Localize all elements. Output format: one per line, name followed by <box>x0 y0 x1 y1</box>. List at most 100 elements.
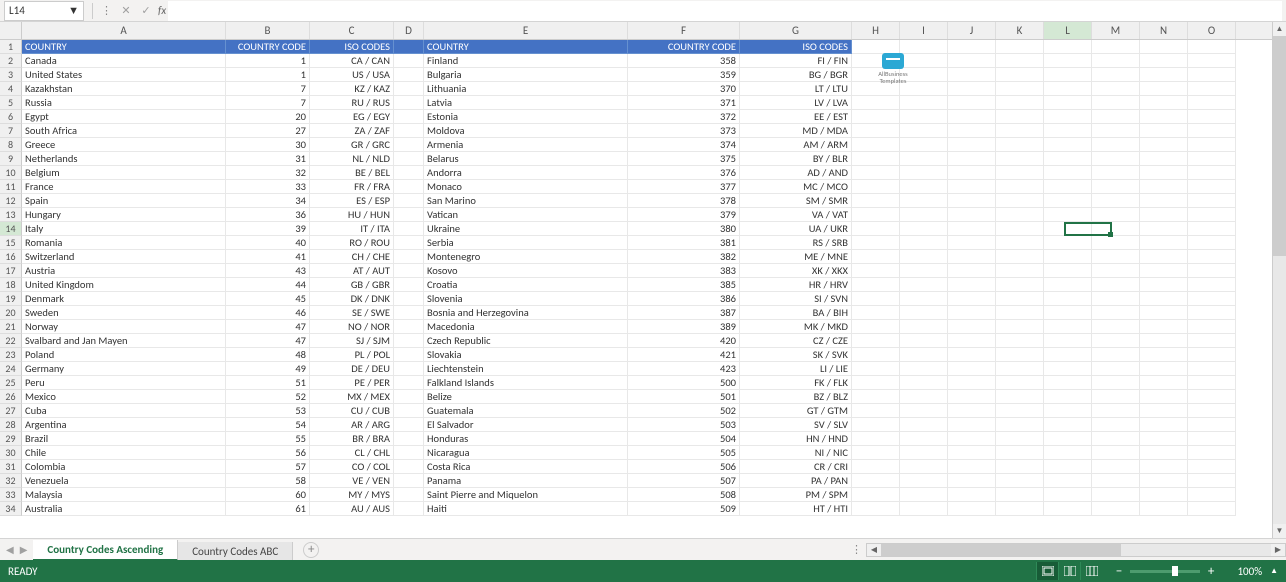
cell[interactable] <box>1044 222 1092 236</box>
cell[interactable] <box>394 96 424 110</box>
cell-country[interactable]: Honduras <box>424 432 628 446</box>
cell[interactable] <box>900 264 948 278</box>
cell[interactable] <box>996 54 1044 68</box>
cell[interactable] <box>996 390 1044 404</box>
cell-country-code[interactable]: 33 <box>226 180 310 194</box>
cell[interactable] <box>394 404 424 418</box>
cell[interactable] <box>996 236 1044 250</box>
cell[interactable] <box>1092 502 1140 516</box>
cell[interactable] <box>1188 390 1236 404</box>
cell[interactable] <box>1092 320 1140 334</box>
cell-iso-code[interactable]: GB / GBR <box>310 278 394 292</box>
cell[interactable] <box>1140 40 1188 54</box>
cell[interactable] <box>1044 348 1092 362</box>
cell[interactable] <box>900 446 948 460</box>
cell-country[interactable]: Vatican <box>424 208 628 222</box>
cell[interactable] <box>394 446 424 460</box>
cell-country-code[interactable]: 387 <box>628 306 740 320</box>
cell[interactable] <box>996 138 1044 152</box>
column-header[interactable]: G <box>740 22 852 39</box>
cell[interactable] <box>1044 432 1092 446</box>
cell[interactable] <box>852 306 900 320</box>
cell-country[interactable]: Poland <box>22 348 226 362</box>
column-header[interactable]: B <box>226 22 310 39</box>
cell-country-code[interactable]: 383 <box>628 264 740 278</box>
cell[interactable] <box>1044 236 1092 250</box>
row-header[interactable]: 13 <box>0 208 22 222</box>
cell[interactable] <box>900 124 948 138</box>
cell-country-code[interactable]: 47 <box>226 320 310 334</box>
cell[interactable] <box>948 418 996 432</box>
cell[interactable] <box>1188 68 1236 82</box>
normal-view-button[interactable] <box>1036 562 1058 580</box>
cell[interactable] <box>900 180 948 194</box>
row-header[interactable]: 32 <box>0 474 22 488</box>
cell-iso-code[interactable]: SK / SVK <box>740 348 852 362</box>
cell[interactable] <box>394 82 424 96</box>
cell[interactable] <box>900 418 948 432</box>
cell[interactable] <box>1140 222 1188 236</box>
cell[interactable] <box>996 432 1044 446</box>
cell[interactable] <box>1188 194 1236 208</box>
cell[interactable] <box>1140 138 1188 152</box>
cell-country-code[interactable]: 420 <box>628 334 740 348</box>
cell[interactable] <box>1140 54 1188 68</box>
cell[interactable] <box>996 152 1044 166</box>
cell[interactable] <box>948 292 996 306</box>
cell[interactable] <box>852 348 900 362</box>
cell[interactable] <box>1044 320 1092 334</box>
cell[interactable] <box>394 292 424 306</box>
cell-country[interactable]: Monaco <box>424 180 628 194</box>
cell[interactable] <box>948 54 996 68</box>
cell[interactable] <box>1188 208 1236 222</box>
cell-country-code[interactable]: 46 <box>226 306 310 320</box>
cell-country[interactable]: Greece <box>22 138 226 152</box>
cell-country[interactable]: Brazil <box>22 432 226 446</box>
horizontal-scrollbar[interactable]: ◀ ▶ <box>866 543 1286 557</box>
cell[interactable] <box>996 306 1044 320</box>
cell[interactable] <box>996 250 1044 264</box>
row-header[interactable]: 7 <box>0 124 22 138</box>
cell[interactable] <box>1188 418 1236 432</box>
cell[interactable] <box>996 194 1044 208</box>
cell[interactable] <box>852 194 900 208</box>
cell[interactable] <box>996 96 1044 110</box>
cell[interactable] <box>1044 96 1092 110</box>
cell[interactable] <box>1188 250 1236 264</box>
cell-iso-code[interactable]: CZ / CZE <box>740 334 852 348</box>
cell[interactable] <box>1092 306 1140 320</box>
cell[interactable] <box>852 138 900 152</box>
cell[interactable] <box>948 390 996 404</box>
cell[interactable] <box>900 110 948 124</box>
cell[interactable] <box>1188 488 1236 502</box>
cell[interactable] <box>900 208 948 222</box>
cell-country-code[interactable]: 7 <box>226 96 310 110</box>
cell[interactable] <box>1140 348 1188 362</box>
cell[interactable] <box>394 376 424 390</box>
cell[interactable] <box>1044 194 1092 208</box>
zoom-thumb[interactable] <box>1172 566 1178 576</box>
cell-country-code[interactable]: 385 <box>628 278 740 292</box>
cell-iso-code[interactable]: MC / MCO <box>740 180 852 194</box>
cell[interactable] <box>900 250 948 264</box>
cell[interactable] <box>1188 292 1236 306</box>
cell[interactable] <box>948 82 996 96</box>
cell-country[interactable]: Belgium <box>22 166 226 180</box>
cell[interactable] <box>1092 264 1140 278</box>
cell-country-code[interactable]: 502 <box>628 404 740 418</box>
cell-iso-code[interactable]: CU / CUB <box>310 404 394 418</box>
cell[interactable] <box>394 348 424 362</box>
cell[interactable] <box>1044 474 1092 488</box>
row-header[interactable]: 29 <box>0 432 22 446</box>
cell[interactable] <box>394 278 424 292</box>
cell[interactable] <box>852 474 900 488</box>
table-header-cell[interactable]: COUNTRY <box>22 40 226 54</box>
row-header[interactable]: 33 <box>0 488 22 502</box>
cell[interactable] <box>948 488 996 502</box>
cell-country-code[interactable]: 358 <box>628 54 740 68</box>
cell-iso-code[interactable]: DK / DNK <box>310 292 394 306</box>
cell[interactable] <box>1044 306 1092 320</box>
cell[interactable] <box>394 390 424 404</box>
cell[interactable] <box>394 236 424 250</box>
cell[interactable] <box>948 68 996 82</box>
